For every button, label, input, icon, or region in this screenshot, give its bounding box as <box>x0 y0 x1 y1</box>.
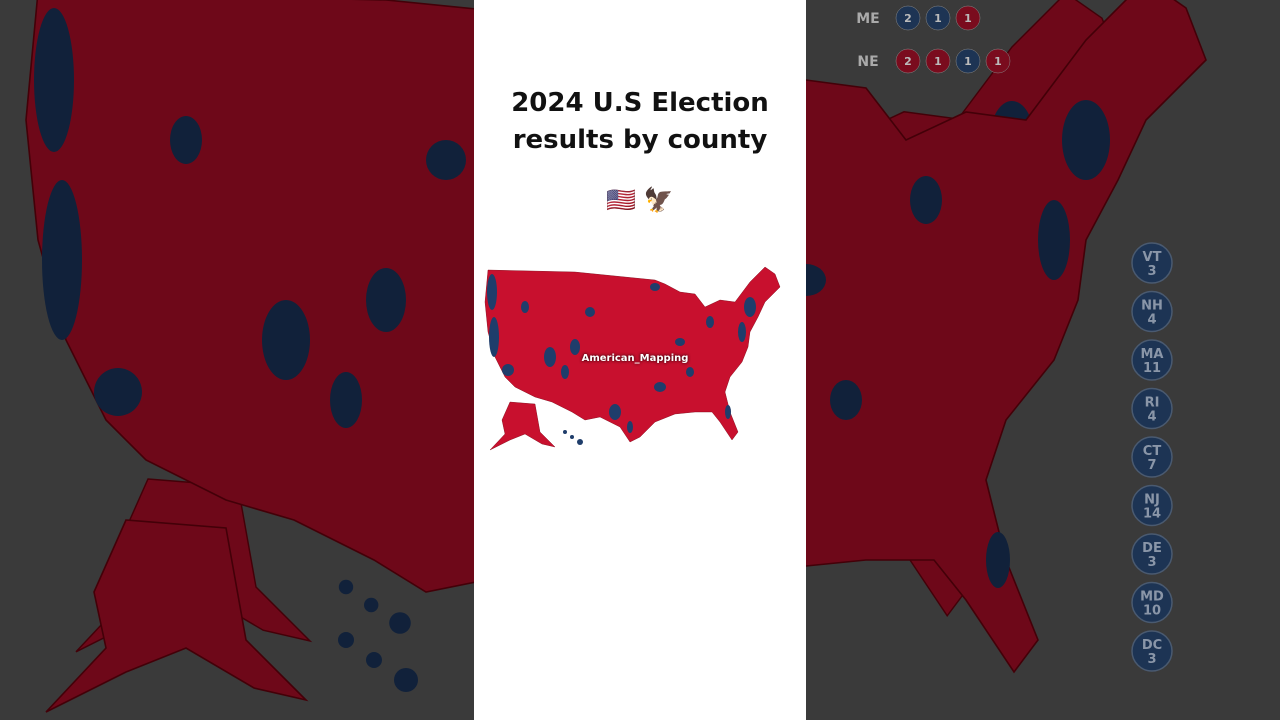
district-marker <box>895 48 921 74</box>
district-label: 1 <box>964 12 972 25</box>
district-marker <box>955 5 981 31</box>
state-label: NJ <box>1144 493 1160 508</box>
state-marker <box>1131 533 1173 575</box>
state-label: CT <box>1143 444 1162 459</box>
district-marker <box>985 48 1011 74</box>
state-marker <box>1131 581 1173 624</box>
state-marker <box>1131 242 1173 284</box>
emoji: 🇺🇸 🦅 <box>606 186 674 214</box>
state-label: DC <box>1142 638 1162 653</box>
electoral-votes: 7 <box>1147 458 1156 473</box>
electoral-votes: 3 <box>1147 264 1156 279</box>
video-frame: 2024 U.S Election results by county 🇺🇸 🦅… <box>474 0 806 720</box>
electoral-votes: 3 <box>1147 555 1156 570</box>
state-label: DE <box>1142 541 1162 556</box>
state-label: ME <box>856 11 880 27</box>
watermark: American_Mapping <box>581 353 689 364</box>
district-label: 1 <box>934 12 942 25</box>
state-marker <box>1131 630 1173 672</box>
district-marker <box>925 48 951 74</box>
electoral-votes: 14 <box>1143 507 1161 522</box>
title: results by county <box>512 125 768 155</box>
state-label: NE <box>857 54 878 70</box>
state-label: RI <box>1145 396 1160 411</box>
district-label: 1 <box>934 55 942 68</box>
state-label: MD <box>1140 590 1164 605</box>
title: 2024 U.S Election <box>511 88 769 118</box>
state-label: NH <box>1141 299 1163 314</box>
electoral-votes: 3 <box>1147 652 1156 667</box>
state-marker <box>1131 339 1173 381</box>
district-marker <box>895 5 921 31</box>
state-label: VT <box>1143 250 1162 265</box>
electoral-votes: 11 <box>1143 361 1161 376</box>
state-marker <box>1131 484 1173 527</box>
electoral-votes: 10 <box>1143 604 1161 619</box>
district-marker <box>925 5 951 31</box>
district-label: 1 <box>964 55 972 68</box>
legend-markers: ME 2 1 1NE 2 1 1 1VT3NH4MA11RI4CT7NJ14DE3MD10DC… <box>856 5 1173 672</box>
district-label: 2 <box>904 55 912 68</box>
state-marker <box>1131 387 1173 430</box>
district-label: 2 <box>904 12 912 25</box>
electoral-votes: 4 <box>1147 313 1156 328</box>
state-marker <box>1131 436 1173 478</box>
state-label: MA <box>1141 347 1164 362</box>
district-label: 1 <box>994 55 1002 68</box>
district-marker <box>955 48 981 74</box>
electoral-votes: 4 <box>1147 410 1156 425</box>
state-marker <box>1131 290 1173 333</box>
